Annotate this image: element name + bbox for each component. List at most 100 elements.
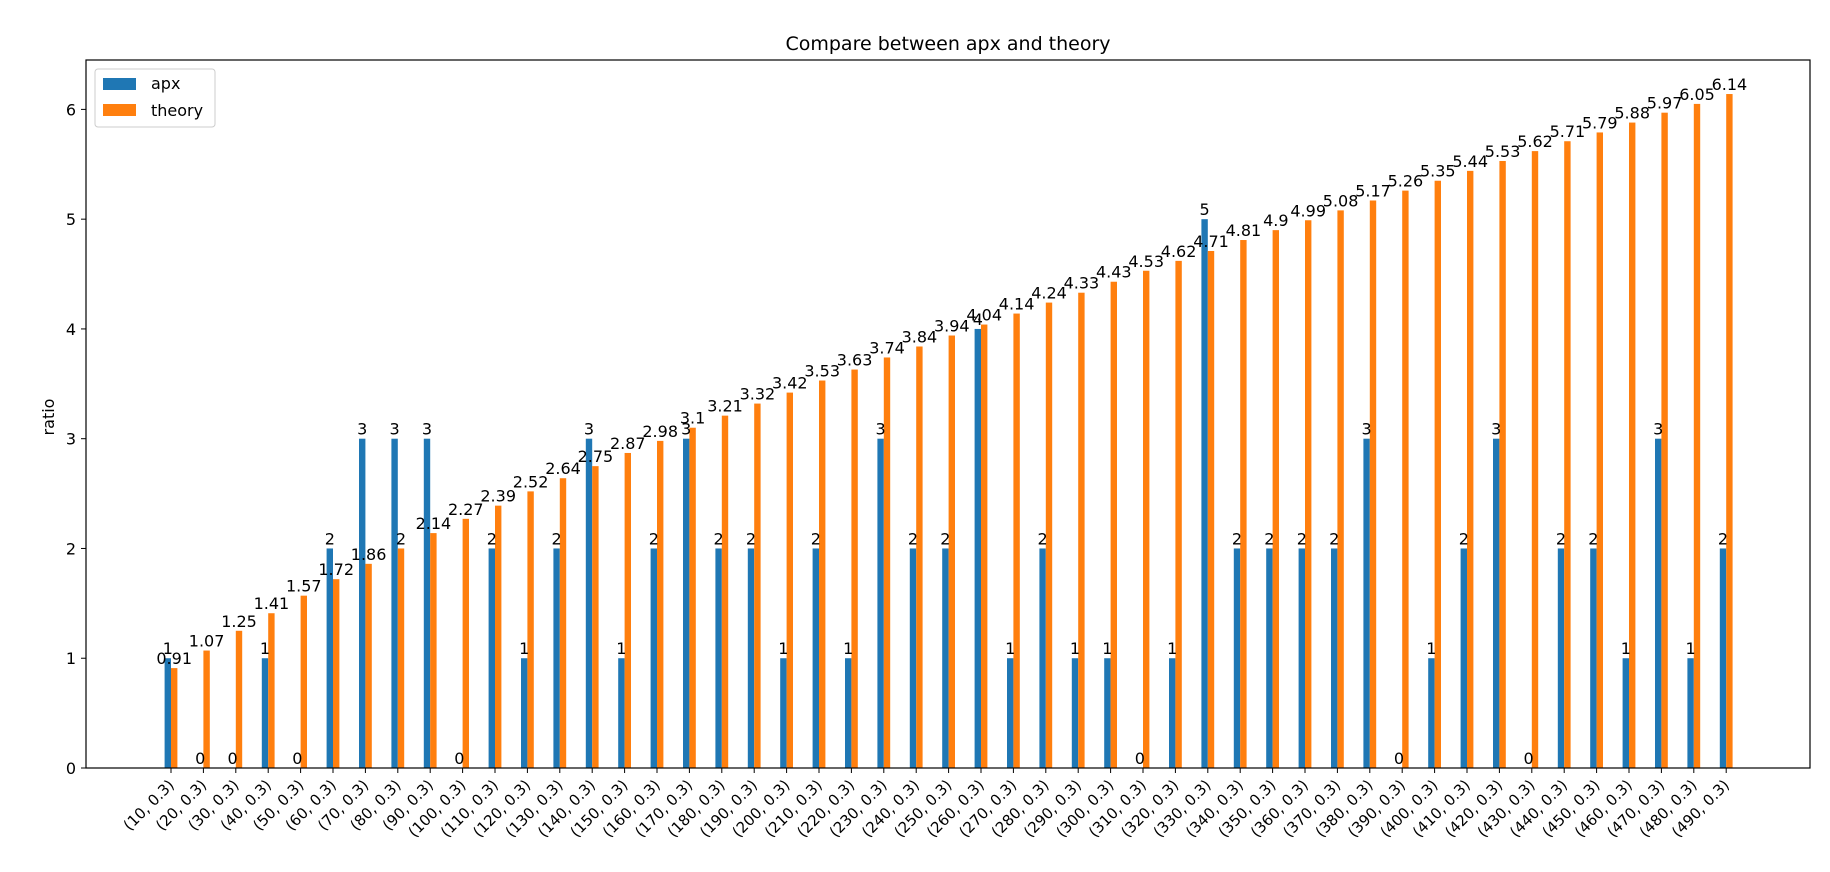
bar-apx (553, 548, 560, 768)
bar-apx (1331, 548, 1338, 768)
bar-value-label-theory: 3.21 (707, 397, 743, 416)
bar-value-label-theory: 5.53 (1485, 142, 1521, 161)
bar-theory (1337, 210, 1344, 768)
bar-value-label-apx: 2 (649, 529, 659, 548)
bar-apx (1655, 438, 1662, 768)
bar-theory (624, 452, 631, 768)
bar-value-label-apx: 3 (1653, 420, 1663, 439)
bar-value-label-theory: 4.99 (1290, 201, 1326, 220)
legend-swatch-theory (103, 104, 136, 116)
bar-value-label-apx: 1 (1686, 639, 1696, 658)
bar-apx (391, 438, 398, 768)
bar-apx (909, 548, 917, 768)
bar-theory (1629, 122, 1636, 768)
bar-value-label-theory: 5.88 (1614, 104, 1650, 123)
bar-theory (365, 563, 372, 768)
bar-value-label-apx: 1 (1005, 639, 1015, 658)
bar-apx (942, 548, 949, 768)
bar-value-label-theory: 1.07 (189, 632, 225, 651)
bar-value-label-apx: 2 (1718, 529, 1728, 548)
bar-value-label-theory: 3.94 (934, 317, 970, 336)
bar-value-label-theory: 2.87 (610, 434, 646, 453)
bar-theory (430, 533, 437, 768)
bar-theory (1402, 190, 1409, 768)
bar-theory (462, 518, 469, 768)
bar-value-label-apx: 1 (1167, 639, 1177, 658)
bar-value-label-theory: 4.33 (1064, 274, 1100, 293)
bar-value-label-apx: 2 (714, 529, 724, 548)
bar-value-label-theory: 2 (396, 529, 406, 548)
bar-apx (1298, 548, 1305, 768)
bar-value-label-theory: 1.41 (254, 594, 290, 613)
bar-value-label-theory: 3.32 (740, 385, 776, 404)
bar-apx (1493, 438, 1500, 768)
bar-theory (203, 650, 210, 768)
bar-apx (326, 548, 333, 768)
bar-value-label-apx: 2 (1297, 529, 1307, 548)
bar-apx (877, 438, 884, 768)
bar-value-label-theory: 2.64 (545, 459, 581, 478)
bar-theory (1369, 200, 1377, 768)
bar-theory (754, 403, 761, 768)
bar-theory (1564, 141, 1571, 768)
bar-value-label-apx: 5 (1200, 200, 1210, 219)
bar-value-label-theory: 2.98 (642, 422, 678, 441)
bar-value-label-theory: 4.71 (1193, 232, 1229, 251)
bar-apx (488, 548, 495, 768)
bar-value-label-theory: 4.14 (999, 295, 1035, 314)
bar-value-label-apx: 2 (552, 529, 562, 548)
bar-value-label-theory: 3.53 (804, 362, 840, 381)
bar-theory (1272, 230, 1279, 769)
bar-value-label-apx: 1 (1621, 639, 1631, 658)
bar-value-label-apx: 0 (1394, 749, 1404, 768)
bar-value-label-theory: 4.81 (1226, 221, 1262, 240)
bar-apx (780, 658, 787, 768)
bar-value-label-apx: 2 (1038, 529, 1048, 548)
bar-apx (974, 328, 981, 768)
bar-theory (1467, 170, 1474, 768)
bar-value-label-apx: 1 (1426, 639, 1436, 658)
bar-value-label-apx: 3 (584, 420, 594, 439)
bar-value-label-apx: 3 (681, 420, 691, 439)
bar-value-label-apx: 2 (746, 529, 756, 548)
bar-value-label-apx: 2 (1264, 529, 1274, 548)
bar-theory (1013, 313, 1020, 768)
bar-apx (164, 658, 171, 768)
y-tick-label: 0 (66, 759, 76, 778)
y-tick-label: 6 (66, 100, 76, 119)
bar-apx (650, 548, 657, 768)
bar-value-label-apx: 2 (487, 529, 497, 548)
bar-value-label-apx: 4 (973, 310, 983, 329)
legend-label-apx: apx (151, 74, 180, 93)
bars (164, 94, 1733, 769)
y-axis: 0 1 2 3 4 5 6 (66, 100, 86, 778)
bar-value-label-theory: 1.72 (318, 560, 354, 579)
bar-theory (333, 579, 340, 768)
bar-theory (721, 415, 729, 768)
y-tick-label: 5 (66, 210, 76, 229)
bar-apx (845, 658, 852, 768)
bar-theory (883, 357, 891, 768)
bar-apx (1363, 438, 1370, 768)
bar-theory (657, 440, 664, 768)
bar-value-label-theory: 3.74 (869, 338, 905, 357)
bar-value-label-apx: 1 (1070, 639, 1080, 658)
bar-theory (397, 548, 405, 768)
bar-value-label-apx: 1 (1102, 639, 1112, 658)
bar-value-label-apx: 2 (1459, 529, 1469, 548)
bar-value-label-apx: 1 (843, 639, 853, 658)
bar-theory (1045, 302, 1053, 768)
bar-value-label-theory: 1.86 (351, 545, 387, 564)
bar-theory (268, 613, 275, 768)
bar-theory (1078, 292, 1085, 768)
bar-theory (1305, 220, 1312, 768)
bar-theory (171, 668, 178, 768)
bar-apx (521, 658, 528, 768)
bar-apx (1039, 548, 1046, 768)
bar-apx (423, 438, 431, 768)
bar-theory (1693, 103, 1701, 768)
bar-theory (1207, 250, 1215, 768)
bar-value-label-theory: 5.62 (1517, 132, 1553, 151)
bar-apx (812, 548, 819, 768)
bar-theory (981, 324, 988, 768)
